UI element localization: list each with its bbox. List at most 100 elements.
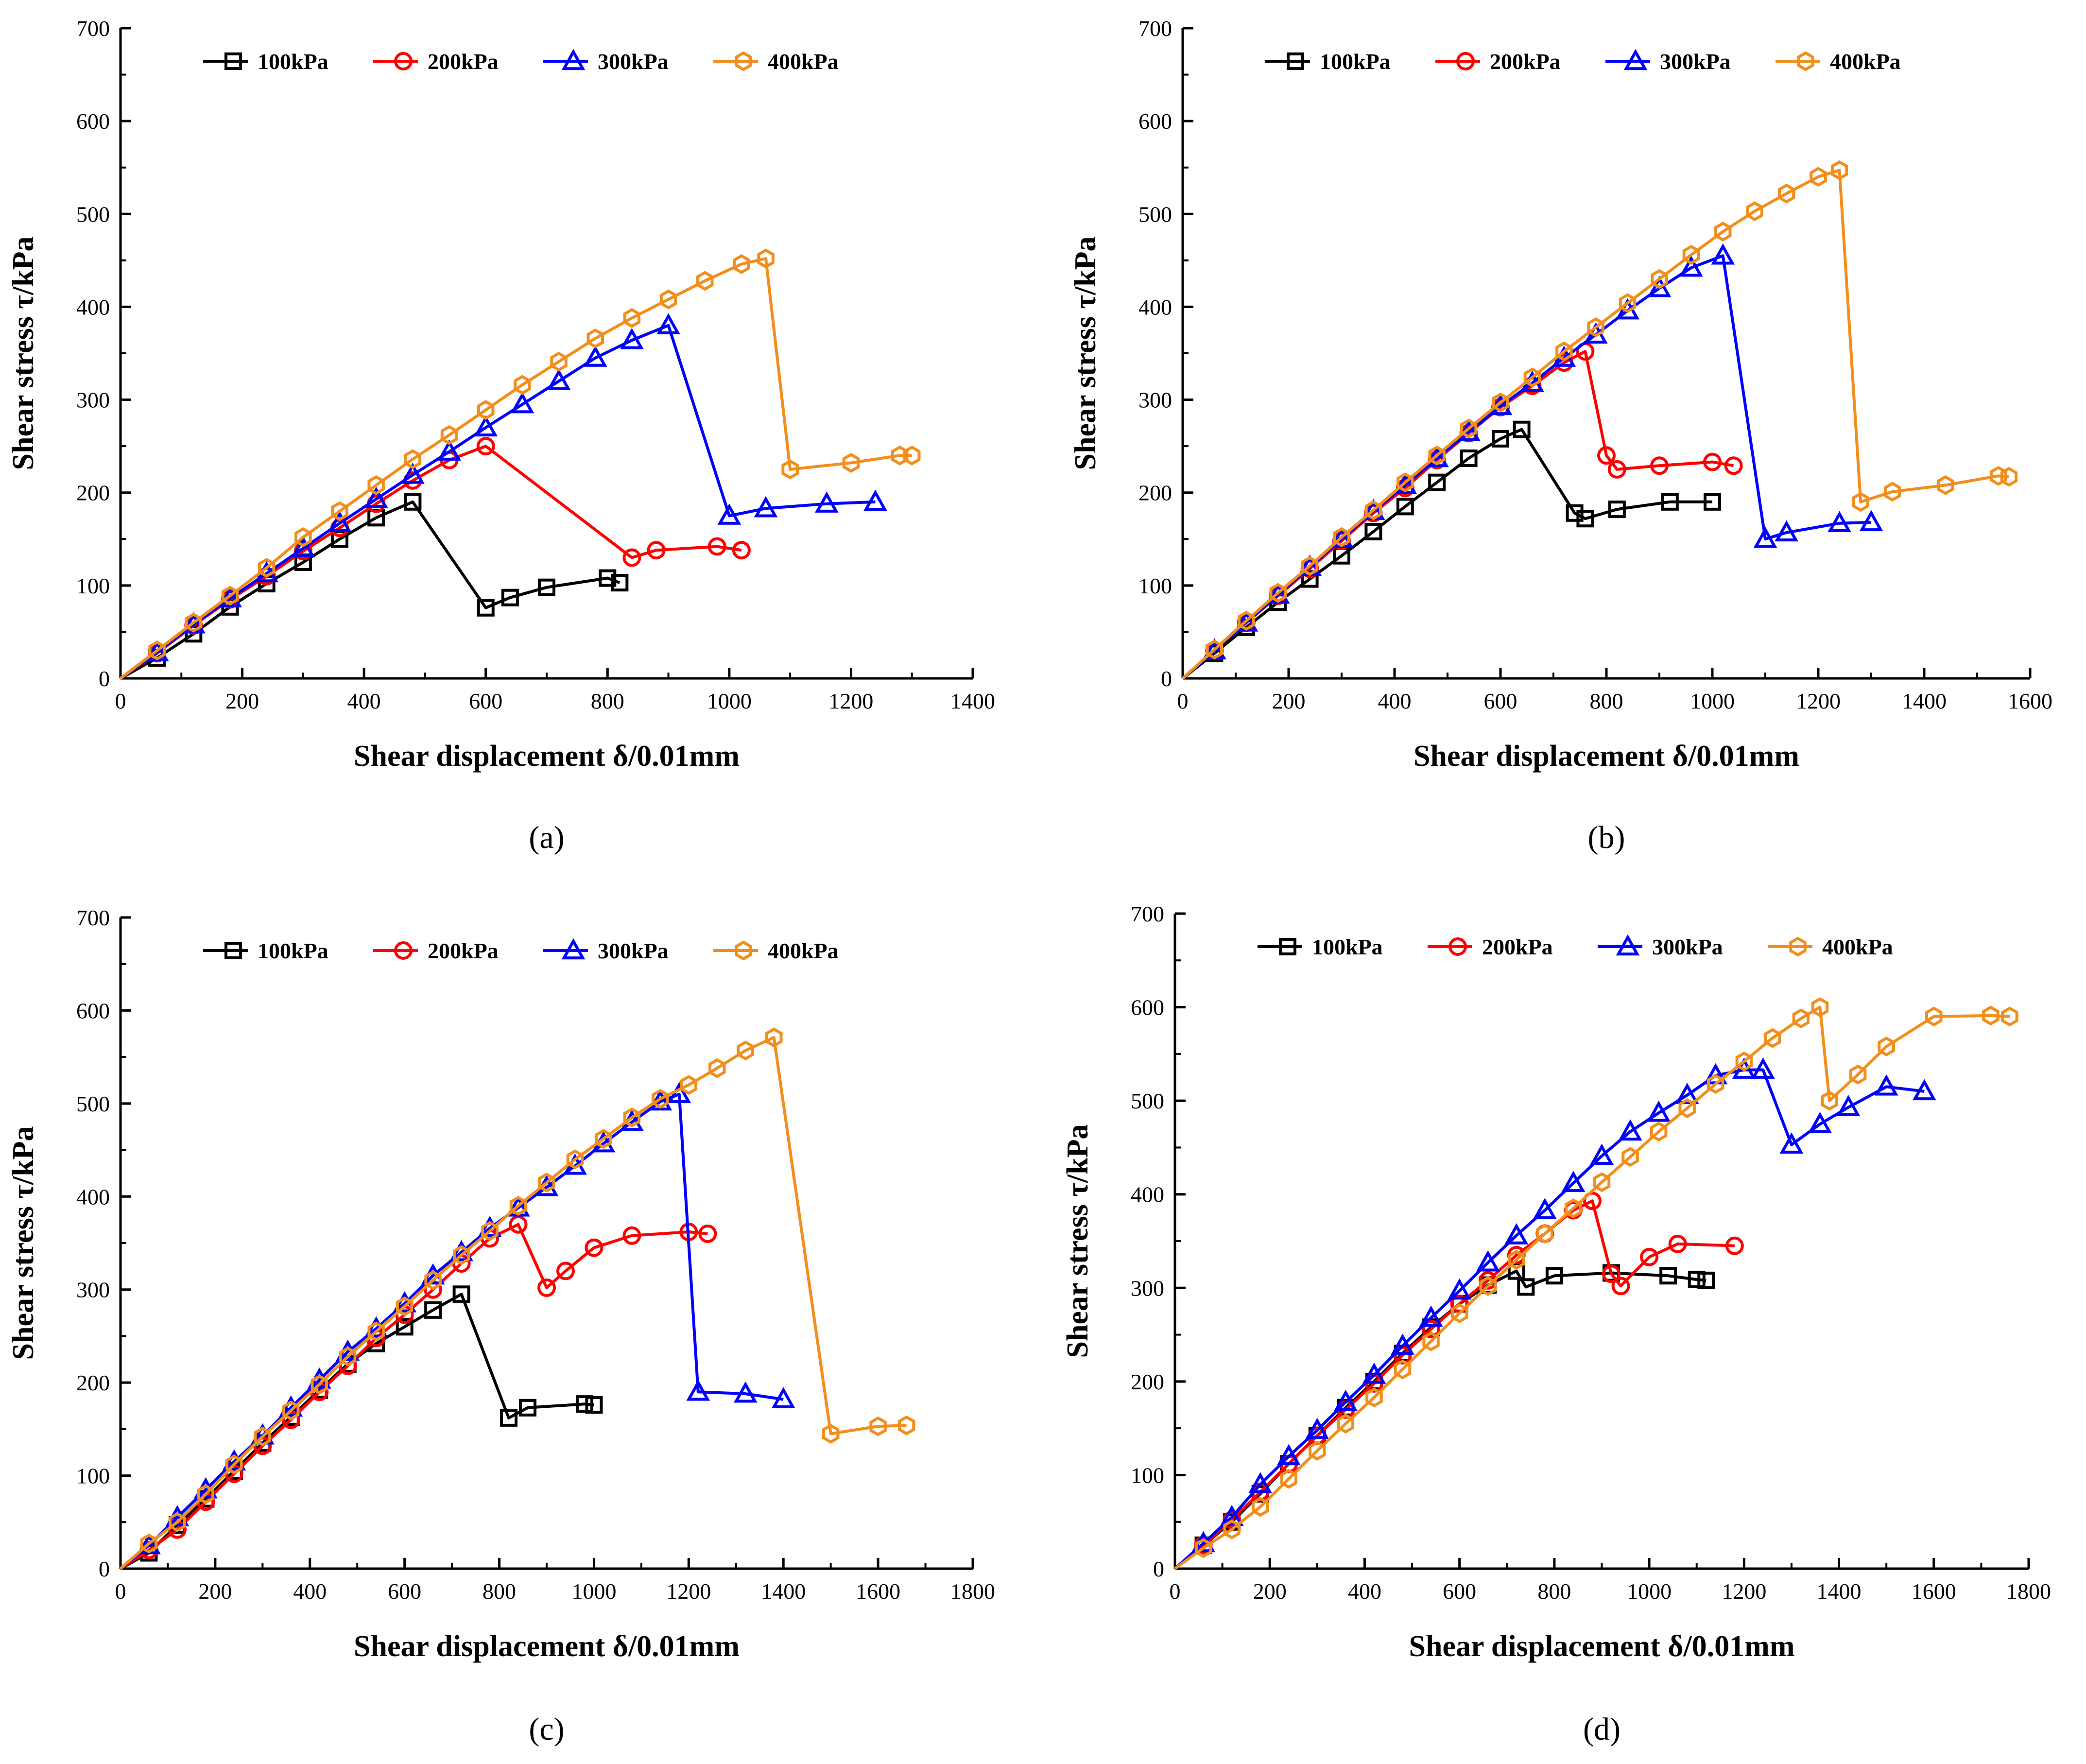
data-point-400kPa [310, 1374, 328, 1395]
data-point-100kPa [1517, 1278, 1535, 1296]
legend-label: 200kPa [428, 938, 499, 963]
data-point-100kPa [599, 569, 617, 587]
data-point-100kPa [1545, 1267, 1563, 1285]
data-point-100kPa [575, 1395, 593, 1413]
data-point-400kPa [514, 375, 531, 395]
y-tick-label: 700 [76, 16, 110, 41]
data-point-400kPa [1364, 500, 1382, 520]
y-tick-label: 100 [1131, 1463, 1164, 1487]
data-point-300kPa [1647, 1100, 1671, 1122]
data-point-400kPa [765, 1027, 783, 1048]
data-point-400kPa [733, 254, 750, 274]
data-point-400kPa [1650, 1122, 1668, 1142]
data-point-400kPa [424, 1270, 442, 1291]
legend-item-200kPa: 200kPa [1435, 49, 1561, 74]
data-point-100kPa [1492, 430, 1509, 448]
data-point-400kPa [1593, 1172, 1611, 1193]
x-tick-label: 0 [1177, 689, 1189, 713]
data-point-100kPa [452, 1285, 470, 1303]
data-point-100kPa [1659, 1267, 1677, 1285]
x-tick-label: 1800 [2006, 1579, 2051, 1604]
legend-marker [1616, 934, 1640, 956]
legend-item-400kPa: 400kPa [713, 49, 839, 74]
legend-item-100kPa: 100kPa [1265, 49, 1391, 74]
legend-marker [224, 52, 242, 70]
series-400kPa [1174, 997, 2018, 1570]
x-tick-label: 800 [591, 689, 624, 713]
x-tick-label: 600 [1484, 689, 1517, 713]
legend-marker [561, 938, 586, 960]
data-point-400kPa [404, 449, 422, 469]
data-point-400kPa [897, 1415, 915, 1435]
data-point-400kPa [509, 1195, 527, 1216]
data-point-300kPa [1874, 1074, 1898, 1096]
legend-marker [1287, 52, 1304, 70]
data-point-100kPa [1428, 473, 1446, 491]
y-tick-label: 100 [76, 1464, 110, 1488]
y-tick-label: 700 [76, 905, 110, 930]
y-axis-title: Shear stress τ/kPa [7, 237, 40, 470]
data-point-400kPa [185, 612, 203, 633]
data-point-100kPa [1396, 498, 1414, 516]
data-point-400kPa [1396, 472, 1414, 493]
data-point-400kPa [1460, 418, 1478, 439]
legend-item-100kPa: 100kPa [203, 49, 328, 74]
data-point-400kPa [1394, 1359, 1412, 1380]
data-point-400kPa [1269, 583, 1287, 603]
data-point-200kPa [537, 1278, 556, 1297]
data-point-300kPa [1362, 1362, 1386, 1384]
data-point-200kPa [1668, 1234, 1687, 1253]
legend-item-100kPa: 100kPa [203, 938, 328, 963]
x-tick-label: 1200 [1722, 1579, 1766, 1604]
legend-item-400kPa: 400kPa [713, 938, 839, 963]
data-point-400kPa [1678, 1098, 1696, 1118]
data-point-200kPa [1650, 456, 1669, 475]
data-point-100kPa [1661, 493, 1679, 511]
x-tick-label: 400 [1378, 689, 1412, 713]
data-point-400kPa [477, 400, 495, 420]
data-point-400kPa [481, 1221, 499, 1241]
data-point-300kPa [291, 536, 315, 557]
legend-marker [1448, 937, 1467, 956]
panel-label: (b) [1588, 820, 1625, 855]
data-point-400kPa [1238, 611, 1255, 631]
data-point-400kPa [1764, 1028, 1781, 1048]
data-point-300kPa [1448, 1278, 1472, 1300]
data-point-400kPa [1830, 160, 1848, 180]
y-tick-label: 500 [1138, 202, 1172, 226]
data-point-400kPa [1555, 341, 1573, 362]
data-point-400kPa [595, 1129, 612, 1149]
legend-item-200kPa: 200kPa [373, 938, 499, 963]
data-point-200kPa [1640, 1247, 1659, 1266]
data-point-400kPa [1565, 1198, 1582, 1219]
data-point-400kPa [1849, 1064, 1867, 1085]
series-300kPa [1174, 1057, 1936, 1570]
data-point-100kPa [585, 1396, 603, 1414]
data-point-400kPa [869, 1416, 887, 1436]
legend-label: 400kPa [768, 49, 839, 74]
y-axis-title: Shear stress τ/kPa [1069, 237, 1102, 470]
data-point-300kPa [1779, 1132, 1804, 1154]
data-point-400kPa [148, 640, 166, 661]
data-point-200kPa [1724, 456, 1743, 475]
data-point-100kPa [1513, 420, 1531, 438]
x-tick-label: 1400 [1902, 689, 1947, 713]
data-point-400kPa [1450, 1303, 1468, 1323]
data-point-200kPa [1611, 1277, 1630, 1296]
data-point-400kPa [169, 1512, 186, 1532]
data-point-100kPa [1460, 449, 1478, 467]
data-point-300kPa [1561, 1171, 1586, 1192]
y-tick-label: 600 [1138, 109, 1172, 134]
data-point-300kPa [1590, 1143, 1614, 1165]
data-point-300kPa [250, 1423, 275, 1445]
x-tick-label: 800 [483, 1579, 516, 1604]
y-tick-label: 600 [76, 109, 110, 134]
data-point-400kPa [623, 1107, 641, 1128]
data-point-200kPa [1422, 1320, 1441, 1339]
data-point-400kPa [1682, 244, 1700, 265]
chart-panel-a: 0 200 400 600 800 1000 1200 1400 0 100 200 300 400 50… [7, 16, 995, 855]
x-tick-label: 1400 [950, 689, 995, 713]
y-tick-label: 500 [76, 1091, 110, 1116]
y-axis-title: Shear stress τ/kPa [7, 1126, 40, 1360]
data-point-400kPa [652, 1089, 669, 1109]
